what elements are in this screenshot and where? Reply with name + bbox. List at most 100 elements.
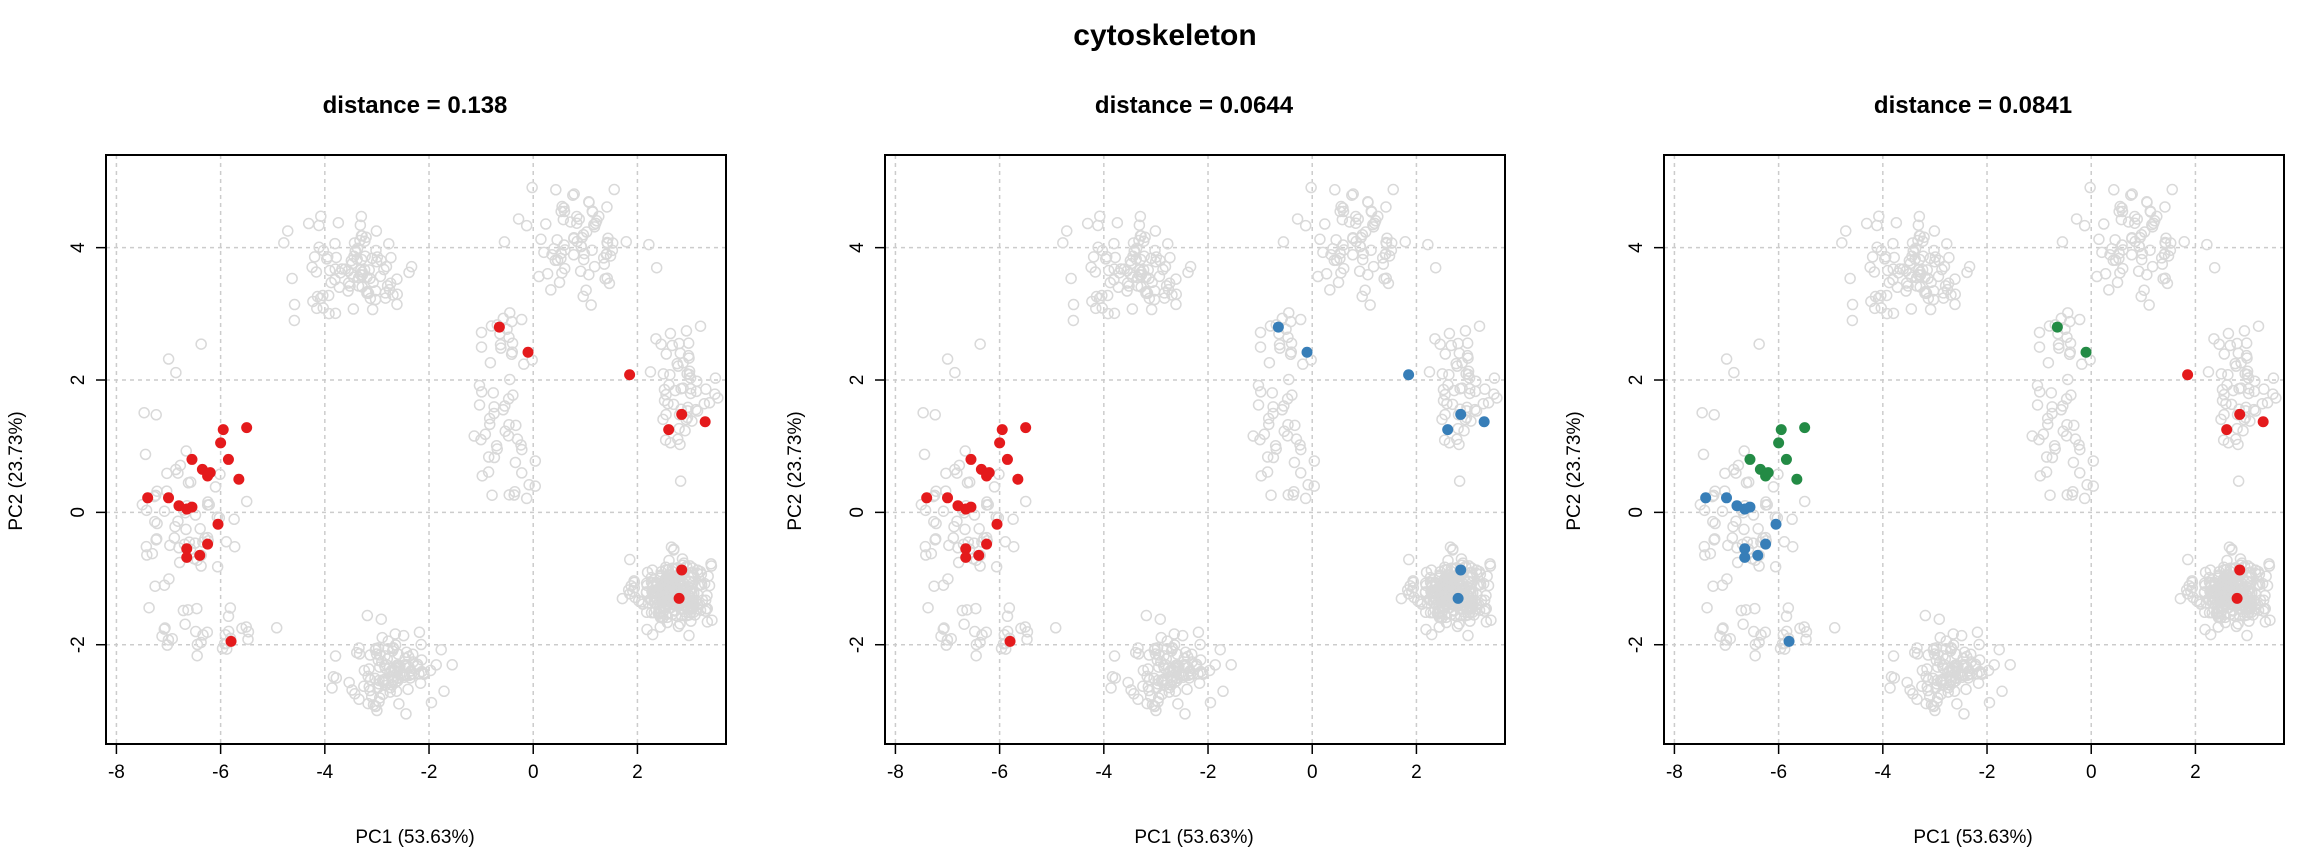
background-point xyxy=(669,577,681,590)
background-point xyxy=(2040,451,2053,463)
background-point xyxy=(2084,181,2096,194)
red-point xyxy=(142,492,154,504)
background-point xyxy=(1356,253,1369,266)
background-point xyxy=(1429,261,1442,274)
axis-ticks: -8 -6 -4 -2 0 2 -2 0 2 4 xyxy=(68,242,643,783)
background-point xyxy=(2252,320,2265,332)
background-point xyxy=(2241,352,2253,364)
background-point xyxy=(1911,693,1923,706)
background-point xyxy=(2107,254,2120,267)
background-point xyxy=(1158,292,1171,304)
background-point xyxy=(1769,561,1782,573)
background-point xyxy=(1087,251,1100,263)
background-point xyxy=(1460,601,1473,613)
background-point xyxy=(2053,342,2065,354)
background-point xyxy=(2219,595,2232,608)
red-point xyxy=(202,538,214,550)
background-point xyxy=(1385,244,1398,257)
background-point xyxy=(1921,264,1933,276)
blue-point xyxy=(1455,564,1467,576)
background-point xyxy=(363,264,375,276)
background-point xyxy=(1442,554,1454,567)
background-point xyxy=(2042,356,2055,369)
background-point xyxy=(1941,238,1953,250)
background-point xyxy=(413,626,426,639)
background-point xyxy=(1753,560,1765,572)
background-point xyxy=(1001,625,1014,638)
background-point xyxy=(2264,614,2276,626)
background-point xyxy=(347,303,360,315)
background-point xyxy=(1252,379,1265,392)
background-point xyxy=(1443,327,1456,340)
background-point xyxy=(553,276,566,289)
background-point xyxy=(1860,217,1873,230)
background-point xyxy=(1447,543,1459,555)
background-point xyxy=(1890,216,1903,229)
background-point xyxy=(486,489,498,501)
background-point xyxy=(1900,285,1912,297)
background-point xyxy=(683,352,695,364)
background-point xyxy=(195,338,207,350)
background-point xyxy=(329,263,341,275)
background-point xyxy=(2256,577,2269,590)
background-point xyxy=(551,234,563,246)
background-point xyxy=(1439,388,1451,401)
background-point xyxy=(980,499,993,511)
red-point xyxy=(663,424,675,436)
background-point xyxy=(2074,467,2086,479)
background-point xyxy=(1844,272,1856,285)
background-point xyxy=(1262,412,1275,425)
background-point xyxy=(574,265,587,278)
background-point xyxy=(2157,273,2169,285)
blue-point xyxy=(1721,492,1733,504)
background-point xyxy=(228,540,241,553)
plot-frame xyxy=(884,154,1506,745)
background-point xyxy=(2231,422,2243,435)
background-point xyxy=(201,626,214,638)
background-point xyxy=(1021,626,1034,638)
background-point xyxy=(2215,368,2228,380)
background-point xyxy=(2126,231,2138,244)
background-point xyxy=(1346,249,1359,261)
background-point xyxy=(2256,397,2269,410)
background-point xyxy=(2202,366,2215,378)
background-point xyxy=(1247,430,1259,442)
y-axis-label: PC2 (23.73%) xyxy=(1564,411,1585,530)
background-point xyxy=(1477,397,1490,410)
background-point xyxy=(402,683,414,696)
background-point xyxy=(400,708,412,720)
background-point xyxy=(2160,232,2172,244)
background-point xyxy=(1319,218,1331,230)
background-point xyxy=(2222,437,2235,449)
background-point xyxy=(2212,606,2224,618)
background-point xyxy=(1324,284,1336,296)
background-point xyxy=(1437,394,1450,407)
background-point xyxy=(1731,556,1744,569)
background-point xyxy=(2178,236,2190,248)
red-point xyxy=(973,549,985,561)
background-point xyxy=(557,213,570,226)
green-point xyxy=(1799,422,1811,434)
background-point xyxy=(2146,260,2159,273)
background-point xyxy=(588,260,601,273)
background-point xyxy=(371,251,384,263)
background-point xyxy=(1759,499,1772,511)
x-tick-label: -2 xyxy=(1979,762,1996,783)
red-point xyxy=(1012,473,1024,485)
background-point xyxy=(1767,481,1780,493)
background-point xyxy=(1928,700,1940,713)
background-point xyxy=(915,498,928,511)
background-point xyxy=(1383,250,1396,262)
background-point xyxy=(270,622,283,634)
red-point xyxy=(493,321,505,333)
red-point xyxy=(996,424,1008,436)
background-point xyxy=(1159,260,1172,273)
background-point xyxy=(1330,234,1342,246)
background-point xyxy=(974,560,986,572)
background-point xyxy=(2159,201,2171,213)
background-point xyxy=(2267,372,2280,384)
background-point xyxy=(1905,303,1918,315)
background-point xyxy=(1057,237,1069,249)
background-point xyxy=(387,289,399,301)
